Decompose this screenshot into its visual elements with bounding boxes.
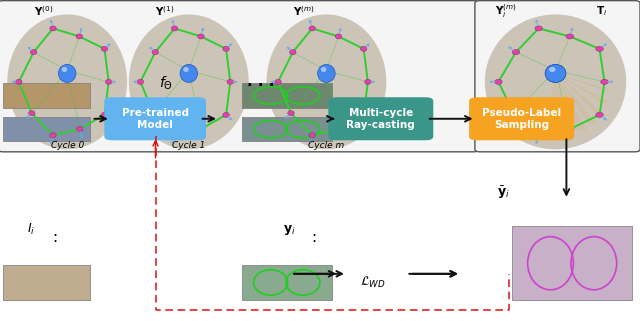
Ellipse shape [106, 79, 112, 84]
Text: $\mathbf{y}_i$: $\mathbf{y}_i$ [283, 222, 296, 237]
Text: . . .: . . . [248, 74, 275, 89]
Ellipse shape [336, 126, 342, 131]
FancyBboxPatch shape [0, 1, 479, 152]
FancyBboxPatch shape [475, 1, 640, 152]
Ellipse shape [223, 46, 229, 51]
Ellipse shape [152, 50, 159, 55]
Ellipse shape [360, 46, 367, 51]
Text: $I_i$: $I_i$ [27, 222, 35, 237]
Ellipse shape [29, 111, 35, 116]
FancyBboxPatch shape [512, 226, 632, 300]
Ellipse shape [290, 50, 296, 55]
FancyBboxPatch shape [3, 265, 90, 300]
FancyBboxPatch shape [242, 117, 332, 141]
Ellipse shape [288, 111, 294, 116]
Text: $\mathbf{Y}^{(1)}$: $\mathbf{Y}^{(1)}$ [155, 4, 174, 18]
Ellipse shape [7, 14, 127, 149]
Ellipse shape [61, 67, 67, 72]
Ellipse shape [137, 79, 143, 84]
Ellipse shape [535, 26, 543, 31]
Ellipse shape [227, 79, 234, 84]
FancyBboxPatch shape [328, 97, 433, 140]
Polygon shape [556, 74, 575, 136]
Ellipse shape [321, 67, 326, 72]
FancyBboxPatch shape [3, 117, 90, 141]
FancyBboxPatch shape [469, 97, 574, 140]
Ellipse shape [485, 14, 626, 149]
Ellipse shape [510, 111, 518, 116]
Ellipse shape [309, 26, 316, 31]
Polygon shape [556, 74, 611, 103]
FancyBboxPatch shape [242, 83, 332, 108]
Ellipse shape [596, 46, 604, 51]
Ellipse shape [223, 112, 229, 117]
Text: $\bar{\mathbf{y}}_i$: $\bar{\mathbf{y}}_i$ [497, 184, 510, 201]
Ellipse shape [172, 133, 178, 138]
Ellipse shape [50, 26, 56, 31]
Ellipse shape [172, 26, 178, 31]
Ellipse shape [77, 126, 83, 131]
Text: :: : [52, 230, 57, 245]
Ellipse shape [549, 67, 556, 72]
Ellipse shape [58, 65, 76, 82]
Text: Pseudo-Label
Sampling: Pseudo-Label Sampling [482, 108, 561, 130]
Ellipse shape [566, 126, 574, 131]
Ellipse shape [76, 34, 83, 39]
Text: $\mathbf{Y}^{(0)}$: $\mathbf{Y}^{(0)}$ [34, 4, 53, 18]
Ellipse shape [198, 34, 204, 39]
Ellipse shape [335, 34, 342, 39]
Ellipse shape [198, 126, 205, 131]
Ellipse shape [50, 133, 56, 138]
Text: $f_\Theta$: $f_\Theta$ [159, 75, 173, 92]
Ellipse shape [150, 111, 157, 116]
FancyBboxPatch shape [104, 97, 206, 140]
Polygon shape [556, 74, 614, 91]
Ellipse shape [545, 65, 566, 82]
FancyBboxPatch shape [242, 265, 332, 300]
Polygon shape [556, 74, 596, 123]
Ellipse shape [266, 14, 387, 149]
Ellipse shape [31, 50, 37, 55]
Ellipse shape [275, 79, 281, 84]
Ellipse shape [360, 112, 367, 117]
Ellipse shape [566, 34, 573, 39]
Ellipse shape [183, 67, 189, 72]
Polygon shape [480, 0, 637, 149]
Ellipse shape [317, 65, 335, 82]
Text: :: : [311, 230, 316, 245]
Text: Cycle m: Cycle m [308, 141, 344, 150]
Text: $\mathbf{Y}^{(m)}$: $\mathbf{Y}^{(m)}$ [293, 4, 315, 18]
FancyBboxPatch shape [3, 83, 90, 108]
Polygon shape [556, 74, 605, 114]
Ellipse shape [15, 79, 22, 84]
Ellipse shape [101, 112, 108, 117]
Text: Pre-trained
Model: Pre-trained Model [122, 108, 189, 130]
Ellipse shape [365, 79, 371, 84]
Ellipse shape [101, 46, 108, 51]
Ellipse shape [596, 112, 604, 117]
Ellipse shape [601, 79, 608, 84]
Ellipse shape [535, 133, 543, 138]
Polygon shape [555, 74, 564, 138]
Text: Multi-cycle
Ray-casting: Multi-cycle Ray-casting [346, 108, 415, 130]
Ellipse shape [495, 79, 502, 84]
Ellipse shape [309, 133, 316, 138]
Text: Cycle 0: Cycle 0 [51, 141, 84, 150]
Polygon shape [154, 0, 358, 149]
Text: $\mathcal{L}_{WD}$: $\mathcal{L}_{WD}$ [360, 275, 385, 290]
Polygon shape [556, 74, 587, 131]
Text: Cycle 1: Cycle 1 [172, 141, 205, 150]
Text: $\mathbf{T}_i$: $\mathbf{T}_i$ [596, 4, 607, 18]
Ellipse shape [545, 65, 566, 82]
Ellipse shape [512, 50, 520, 55]
Ellipse shape [129, 14, 249, 149]
Ellipse shape [180, 65, 198, 82]
Polygon shape [543, 74, 556, 137]
Text: $\mathbf{Y}_i^{(m)}$: $\mathbf{Y}_i^{(m)}$ [495, 2, 516, 20]
